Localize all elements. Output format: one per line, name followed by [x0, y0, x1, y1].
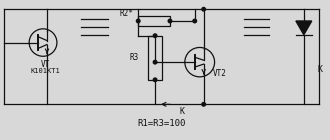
Bar: [138, 16, 170, 26]
Circle shape: [202, 102, 206, 106]
Polygon shape: [296, 21, 312, 35]
Text: R3: R3: [130, 53, 139, 62]
Circle shape: [193, 19, 197, 23]
Text: K: K: [318, 66, 323, 74]
Circle shape: [168, 19, 172, 23]
Text: K101KT1: K101KT1: [30, 68, 60, 74]
Circle shape: [153, 78, 157, 82]
Circle shape: [153, 34, 157, 38]
Circle shape: [153, 60, 157, 64]
Text: VT: VT: [40, 60, 50, 69]
Text: R1=R3=100: R1=R3=100: [138, 119, 186, 128]
Text: K: K: [180, 107, 184, 116]
Circle shape: [202, 7, 206, 11]
Text: R2*: R2*: [119, 9, 133, 18]
Text: VT2: VT2: [213, 69, 226, 78]
Bar: [148, 36, 162, 80]
Circle shape: [136, 19, 140, 23]
